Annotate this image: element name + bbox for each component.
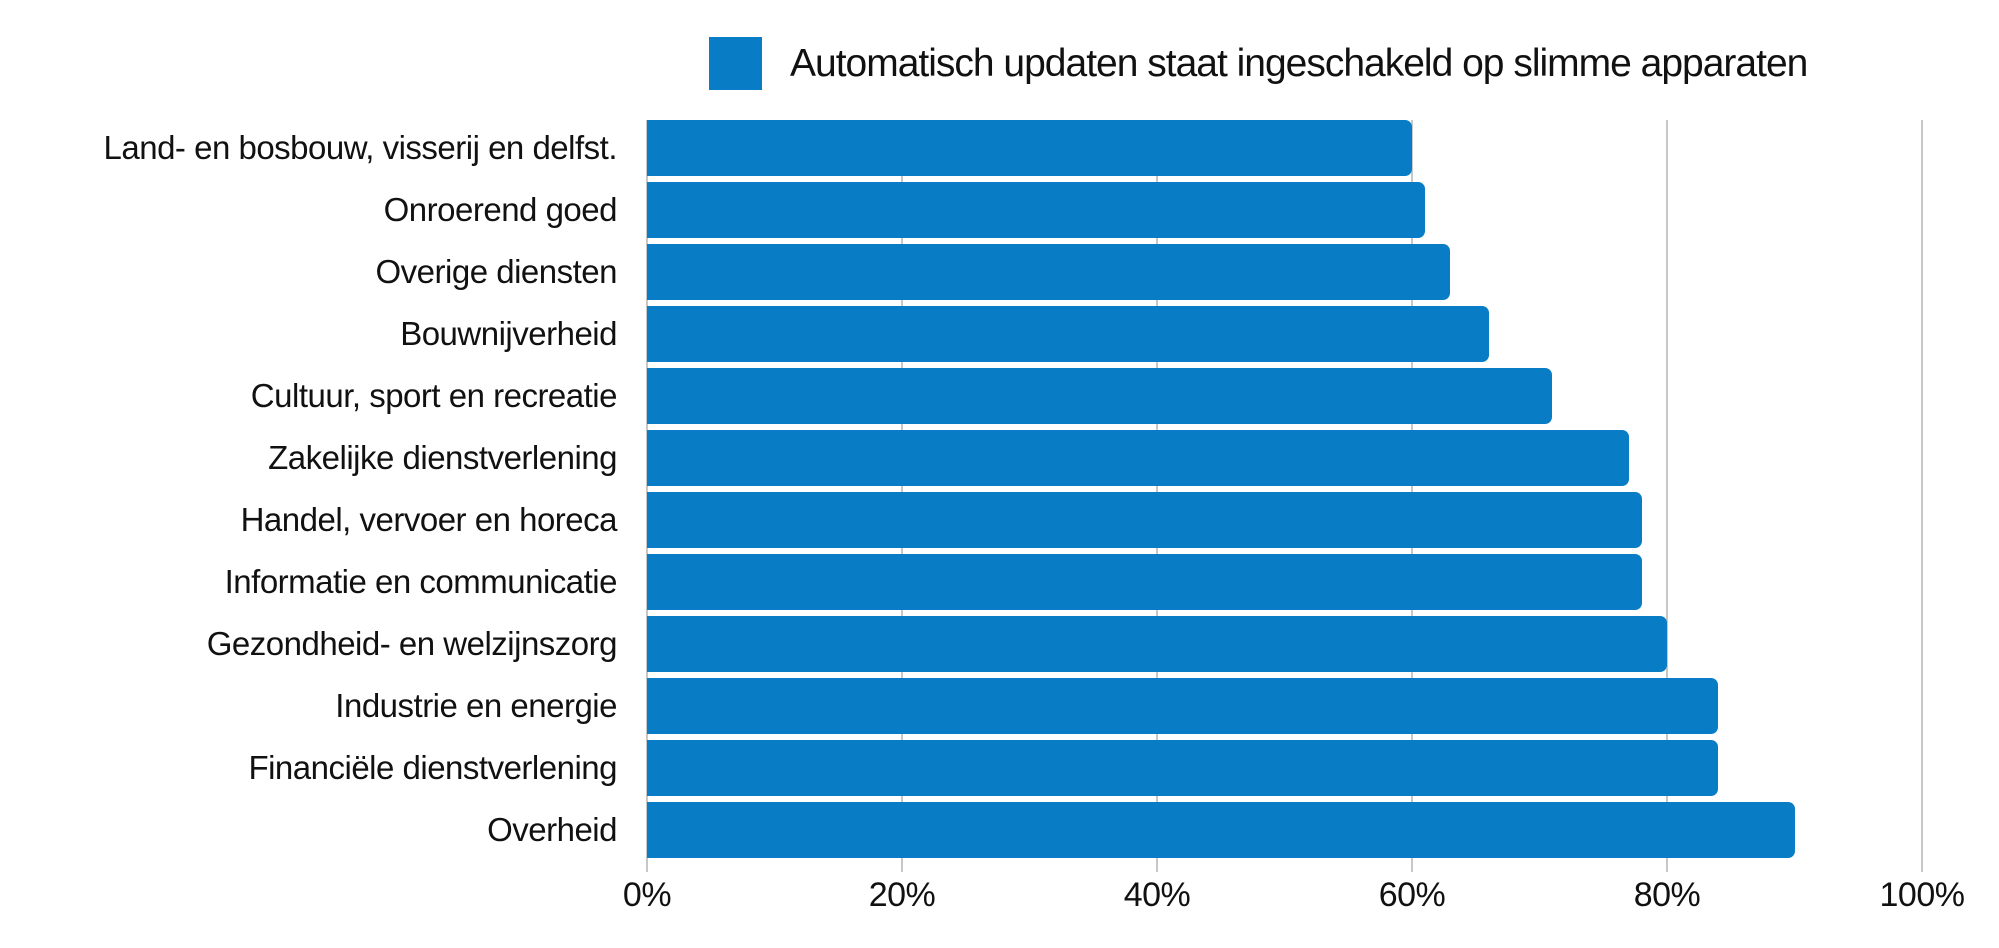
bar-row (647, 430, 1922, 486)
category-label: Cultuur, sport en recreatie (250, 377, 618, 414)
gridline (1921, 120, 1923, 872)
x-axis: 0% 20% 40% 60% 80% 100% (623, 876, 1965, 926)
bar (647, 492, 1642, 548)
bar-row (647, 120, 1922, 176)
category-label: Overige diensten (375, 253, 618, 290)
x-tick-label: 60% (1378, 876, 1446, 914)
category-label: Informatie en communicatie (224, 563, 618, 600)
x-tick-label: 40% (1123, 876, 1191, 914)
bar (647, 616, 1667, 672)
bar-row (647, 554, 1922, 610)
legend: Automatisch updaten staat ingeschakeld o… (709, 37, 1808, 90)
category-label: Onroerend goed (383, 191, 618, 228)
category-label: Gezondheid- en welzijnszorg (206, 625, 618, 662)
bar-row (647, 244, 1922, 300)
bar-row (647, 740, 1922, 796)
bar-row (647, 616, 1922, 672)
bar (647, 430, 1629, 486)
category-label: Handel, vervoer en horeca (240, 501, 618, 538)
x-tick-label: 0% (622, 876, 672, 914)
bar (647, 306, 1489, 362)
bar (647, 740, 1718, 796)
bar (647, 368, 1553, 424)
x-tick-label: 20% (868, 876, 936, 914)
category-label: Industrie en energie (335, 687, 617, 724)
gridline (1666, 120, 1668, 872)
bar (647, 678, 1718, 734)
category-label: Overheid (487, 811, 617, 848)
bar-row (647, 306, 1922, 362)
bar-row (647, 182, 1922, 238)
category-label: Bouwnijverheid (400, 315, 617, 352)
bar (647, 554, 1642, 610)
bar (647, 802, 1795, 858)
bar (647, 244, 1451, 300)
category-label: Zakelijke dienstverlening (268, 439, 617, 476)
category-label: Financiële dienstverlening (248, 749, 617, 786)
bar (647, 182, 1425, 238)
x-tick-label: 80% (1633, 876, 1701, 914)
category-label-column: Land- en bosbouw, visserij en delfst. Onr… (0, 120, 618, 858)
bar-row (647, 368, 1922, 424)
legend-label: Automatisch updaten staat ingeschakeld o… (790, 41, 1808, 85)
bar-row (647, 802, 1922, 858)
legend-swatch-icon (709, 37, 762, 90)
bar-series (647, 120, 1922, 858)
bar-row (647, 492, 1922, 548)
x-tick-label: 100% (1879, 876, 1965, 914)
bar-row (647, 678, 1922, 734)
category-label: Land- en bosbouw, visserij en delfst. (103, 129, 618, 166)
bar (647, 120, 1412, 176)
